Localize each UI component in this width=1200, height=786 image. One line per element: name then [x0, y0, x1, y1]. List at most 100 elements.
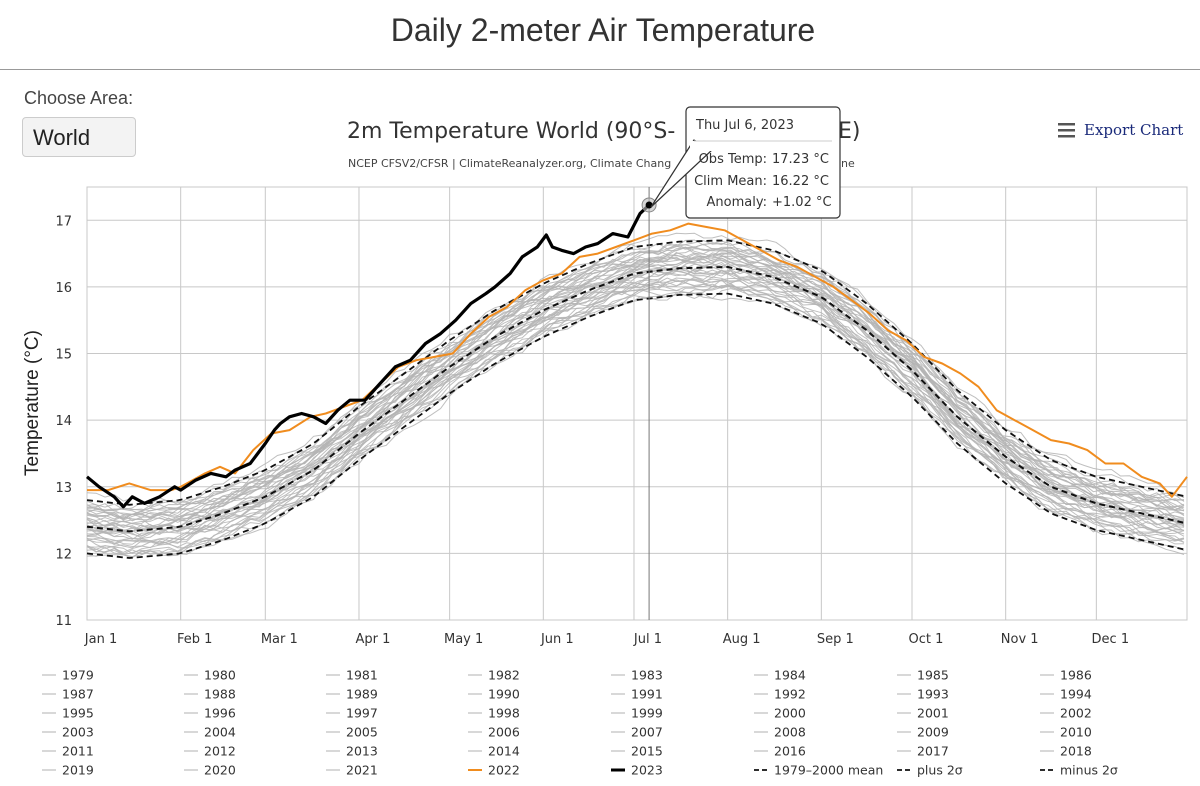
y-tick-label: 12: [55, 547, 72, 562]
menu-icon: [1058, 123, 1075, 126]
year-line-1985: [86, 284, 1185, 559]
x-tick-label: Jul 1: [633, 632, 662, 647]
legend-label-1986: 1986: [1060, 668, 1092, 683]
tooltip-date: Thu Jul 6, 2023: [695, 118, 794, 133]
year-line-1999: [86, 263, 1185, 534]
x-axis-ticks: Jan 1 Feb 1 Mar 1 Apr 1 May 1 Jun 1 Jul 1 Aug 1…: [84, 632, 1129, 647]
legend-label-2012: 2012: [204, 744, 236, 759]
menu-icon-bar: [1058, 129, 1075, 132]
legend-label-1992: 1992: [774, 687, 806, 702]
legend-label-2021: 2021: [346, 763, 378, 778]
y-tick-label: 13: [55, 481, 72, 496]
choose-area-label: Choose Area:: [24, 88, 134, 108]
year-line-1998: [86, 268, 1185, 537]
year-line-2002: [86, 255, 1185, 533]
legend-label-2004: 2004: [204, 725, 236, 740]
legend-label-1983: 1983: [631, 668, 663, 683]
legend-label-1994: 1994: [1060, 687, 1092, 702]
legend-label-2015: 2015: [631, 744, 663, 759]
year-line-1996: [86, 269, 1185, 536]
chart-title-tail: E): [838, 119, 860, 144]
legend-label-1997: 1997: [346, 706, 378, 721]
legend-label-2019: 2019: [62, 763, 94, 778]
tooltip-obs-label: Obs Temp:: [699, 152, 767, 167]
x-tick-label: Sep 1: [817, 632, 854, 647]
legend-label-1999: 1999: [631, 706, 663, 721]
legend-label-2009: 2009: [917, 725, 949, 740]
year-line-1987: [86, 278, 1185, 545]
legend-label-2014: 2014: [488, 744, 520, 759]
legend-label-1988: 1988: [204, 687, 236, 702]
legend-label-2005: 2005: [346, 725, 378, 740]
legend-label-minus 2σ: minus 2σ: [1060, 763, 1118, 778]
tooltip-mask: [690, 141, 836, 151]
y-tick-label: 11: [55, 614, 72, 629]
legend-label-1979: 1979: [62, 668, 94, 683]
legend-label-2001: 2001: [917, 706, 949, 721]
y-tick-label: 15: [55, 348, 72, 363]
mean-line: [86, 265, 1188, 533]
year-line-2018: [86, 240, 1185, 512]
legend-label-1985: 1985: [917, 668, 949, 683]
historical-years-lines: [86, 232, 1185, 559]
y-axis-label: Temperature (°C): [22, 330, 43, 476]
year-line-1986: [86, 279, 1185, 554]
legend-label-2018: 2018: [1060, 744, 1092, 759]
x-tick-label: Nov 1: [1001, 632, 1039, 647]
y-axis-ticks: 11 12 13 14 15 16 17: [55, 214, 72, 629]
legend-label-2000: 2000: [774, 706, 806, 721]
export-chart-label: Export Chart: [1084, 121, 1183, 139]
legend-label-1991: 1991: [631, 687, 663, 702]
y-tick-label: 17: [55, 214, 72, 229]
chart-title: 2m Temperature World (90°S-: [347, 119, 675, 144]
title-divider: [0, 69, 1200, 70]
legend-label-2008: 2008: [774, 725, 806, 740]
legend-label-2023: 2023: [631, 763, 663, 778]
area-select[interactable]: World: [22, 117, 136, 157]
x-tick-label: Jan 1: [84, 632, 117, 647]
climatology-lines: [86, 239, 1188, 559]
year-line-2013: [86, 246, 1185, 522]
legend-label-1990: 1990: [488, 687, 520, 702]
series-line-2022: [87, 222, 1188, 498]
tooltip: Thu Jul 6, 2023 Obs Temp: 17.23 °C Clim …: [650, 106, 841, 219]
legend-label-1995: 1995: [62, 706, 94, 721]
legend-label-1981: 1981: [346, 668, 378, 683]
x-tick-label: Apr 1: [356, 632, 391, 647]
legend-label-2003: 2003: [62, 725, 94, 740]
y-tick-label: 16: [55, 281, 72, 296]
year-line-2006: [86, 255, 1185, 527]
legend-label-2020: 2020: [204, 763, 236, 778]
year-line-1991: [86, 276, 1185, 545]
year-line-1992: [86, 268, 1185, 535]
legend-label-1998: 1998: [488, 706, 520, 721]
tooltip-clim-value: 16.22 °C: [772, 174, 829, 189]
x-tick-label: May 1: [444, 632, 483, 647]
legend-label-1980: 1980: [204, 668, 236, 683]
export-chart-button[interactable]: Export Chart: [1058, 121, 1183, 139]
hover-crosshair: [641, 187, 657, 620]
highlight-series: [85, 203, 1188, 509]
x-tick-label: Feb 1: [177, 632, 212, 647]
menu-icon-bar: [1058, 135, 1075, 138]
legend-label-2002: 2002: [1060, 706, 1092, 721]
legend-label-2010: 2010: [1060, 725, 1092, 740]
chart-legend: 1979 1980 1981 1982 1983 1984 1985 1986 1987 1988…: [42, 668, 1118, 778]
hover-point: [645, 201, 653, 209]
legend-label-1996: 1996: [204, 706, 236, 721]
legend-label-1979–2000 mean: 1979–2000 mean: [774, 763, 883, 778]
legend-label-2006: 2006: [488, 725, 520, 740]
plus-2sigma-line: [86, 239, 1188, 506]
legend-label-2013: 2013: [346, 744, 378, 759]
series-line-2023: [85, 203, 651, 509]
legend-label-2017: 2017: [917, 744, 949, 759]
chart-subtitle: NCEP CFSV2/CFSR | ClimateReanalyzer.org,…: [348, 157, 671, 170]
tooltip-obs-value: 17.23 °C: [772, 152, 829, 167]
legend-label-1984: 1984: [774, 668, 806, 683]
x-tick-label: Aug 1: [723, 632, 761, 647]
legend-label-1993: 1993: [917, 687, 949, 702]
tooltip-anomaly-value: +1.02 °C: [772, 195, 832, 210]
x-tick-label: Oct 1: [909, 632, 944, 647]
year-line-1984: [86, 277, 1185, 546]
